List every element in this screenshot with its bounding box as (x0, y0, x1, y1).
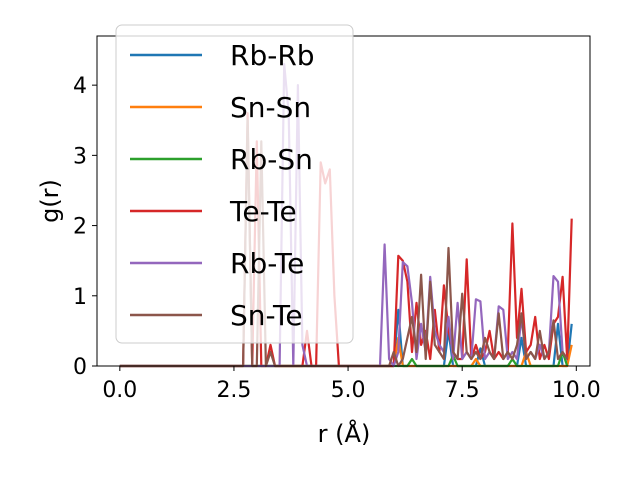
y-axis-label: g(r) (36, 179, 64, 223)
x-axis-label: r (Å) (318, 419, 371, 448)
x-tick-label: 2.5 (216, 378, 251, 403)
y-tick-label: 4 (73, 74, 87, 99)
legend-label: Rb-Te (230, 247, 304, 280)
legend-label: Sn-Sn (230, 91, 311, 124)
x-tick-label: 5.0 (331, 378, 366, 403)
legend-label: Rb-Rb (230, 39, 315, 72)
y-tick-label: 3 (73, 144, 87, 169)
legend-label: Sn-Te (230, 299, 303, 332)
x-tick-label: 0.0 (102, 378, 137, 403)
x-tick-label: 7.5 (445, 378, 480, 403)
y-tick-label: 2 (73, 215, 87, 240)
y-tick-label: 1 (73, 285, 87, 310)
legend: Rb-Rb Sn-Sn Rb-Sn Te-Te Rb-Te Sn-Te (115, 24, 354, 344)
x-axis-ticks: 0.0 2.5 5.0 7.5 10.0 (102, 366, 601, 403)
x-tick-label: 10.0 (552, 378, 601, 403)
legend-label: Te-Te (229, 195, 297, 228)
y-tick-label: 0 (73, 355, 87, 380)
legend-box (115, 24, 354, 344)
legend-label: Rb-Sn (230, 143, 313, 176)
y-axis-ticks: 0 1 2 3 4 (73, 74, 97, 380)
